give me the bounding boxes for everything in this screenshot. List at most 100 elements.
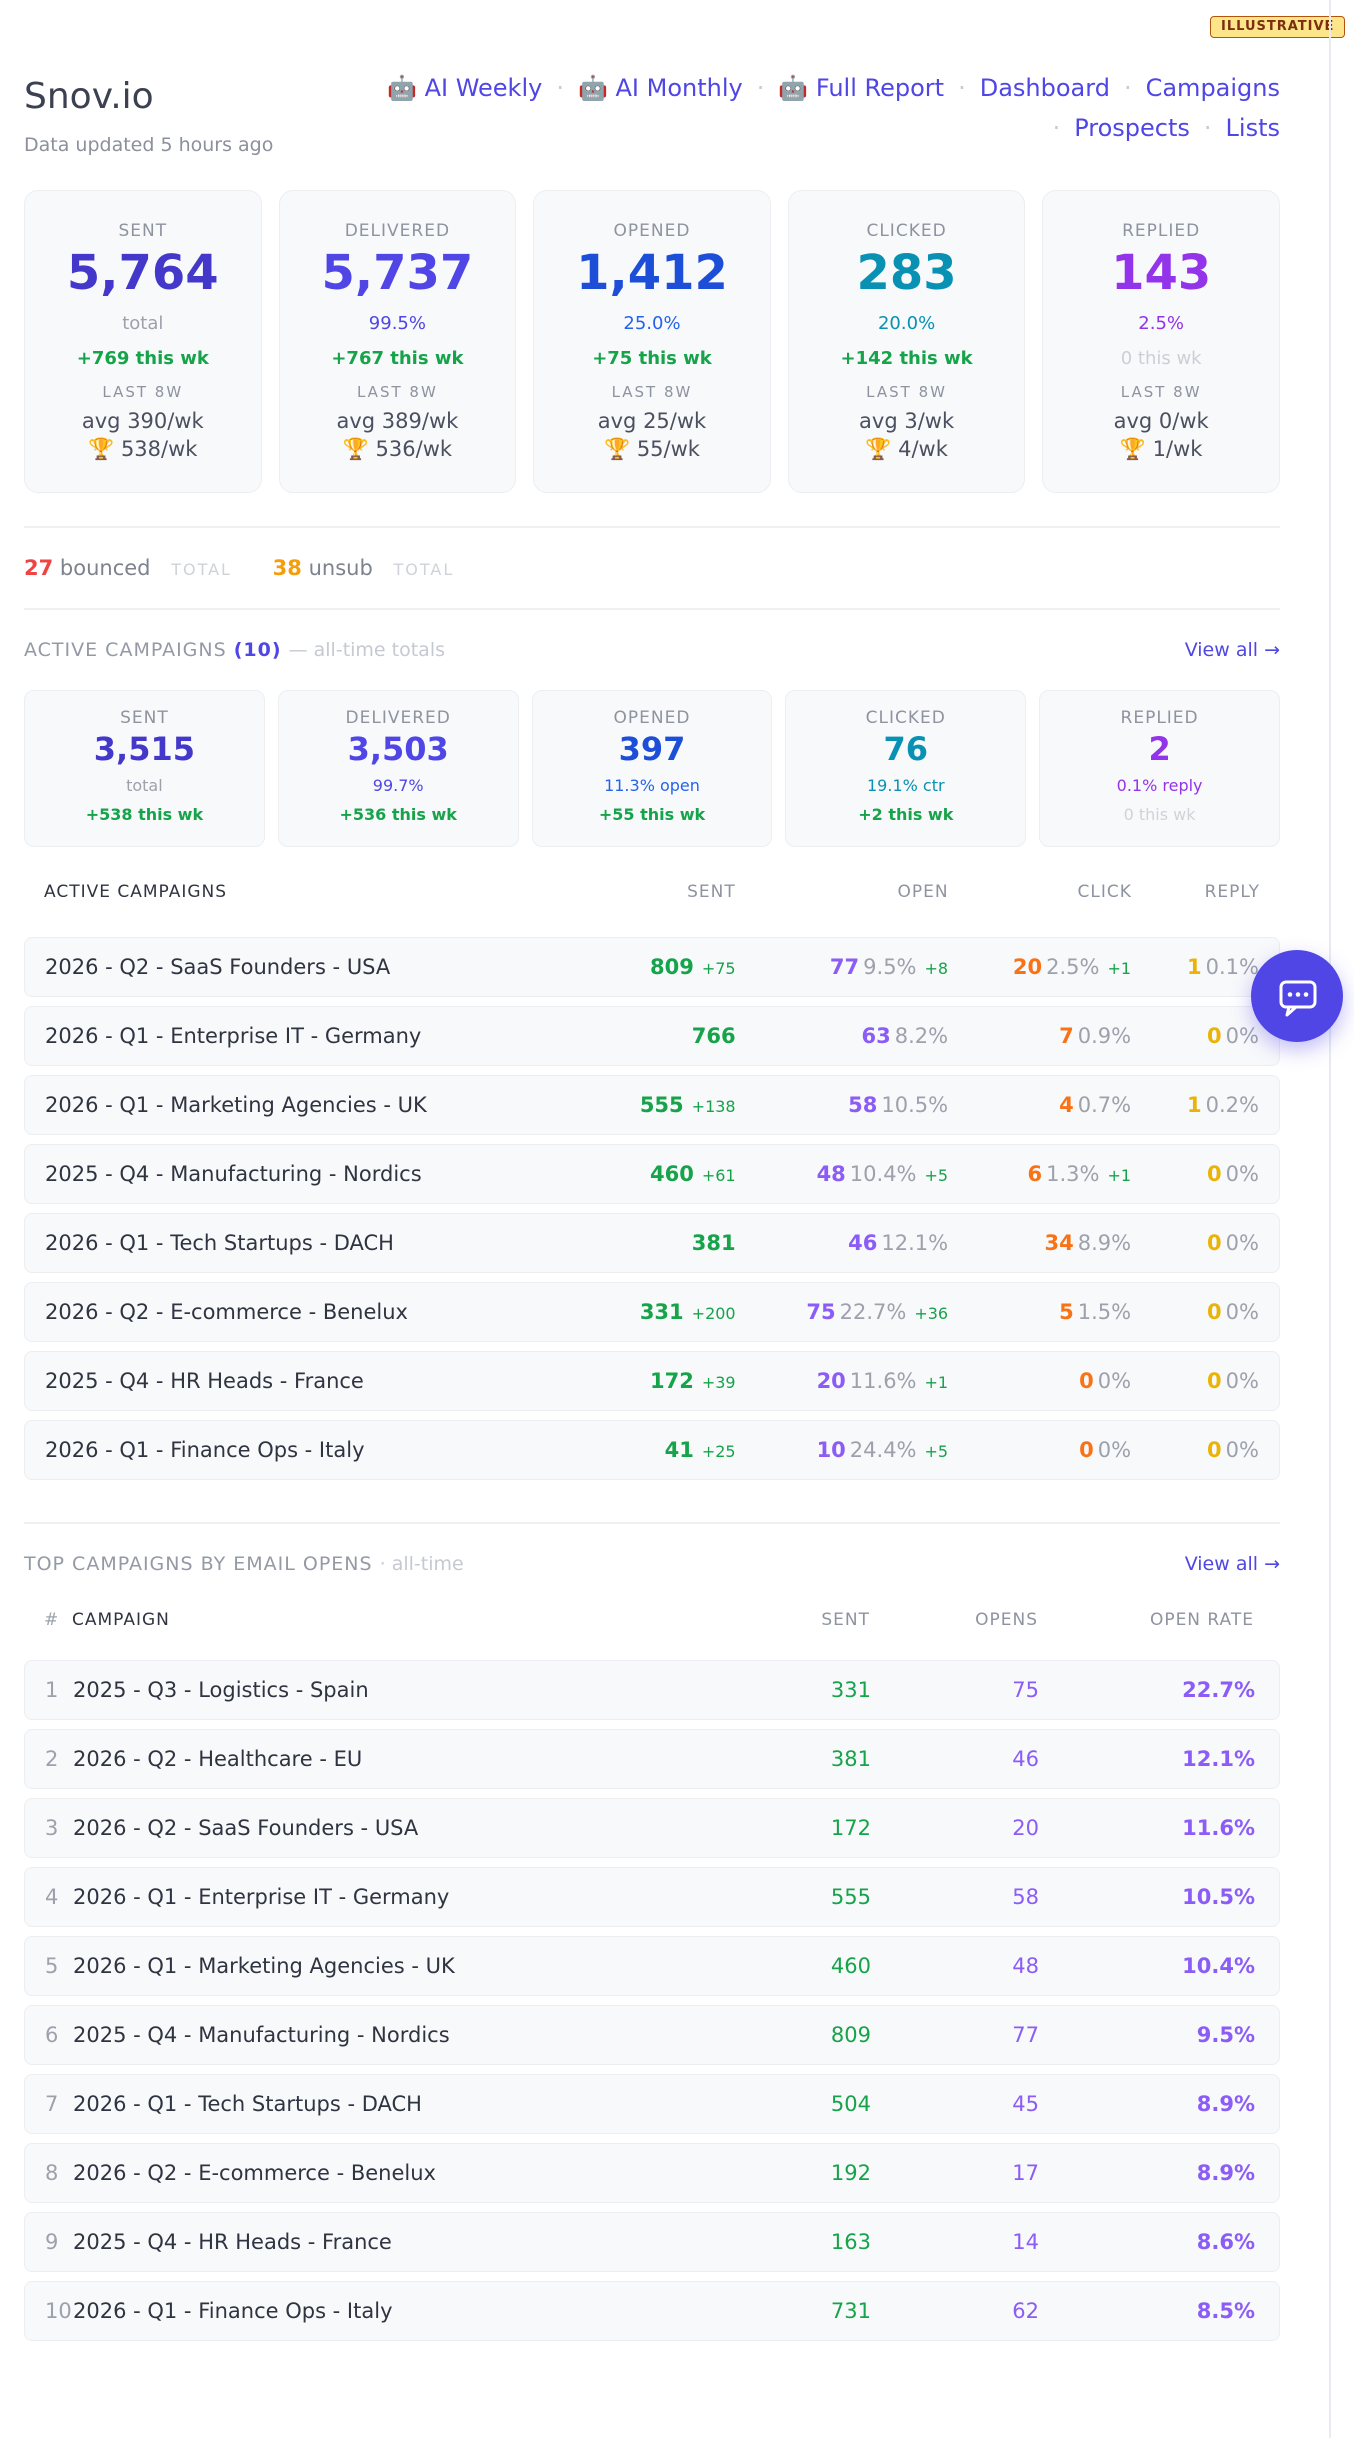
top-campaign-row[interactable]: 2 2026 - Q2 - Healthcare - EU 381 46 12.1% (24, 1729, 1280, 1789)
sent-cell: 172 +39 (537, 1369, 736, 1393)
sent-delta: +138 (691, 1097, 736, 1116)
overall-stats: SENT 5,764 total +769 this wk LAST 8W av… (24, 190, 1280, 493)
active-campaign-row[interactable]: 2026 - Q1 - Finance Ops - Italy 41 +25 10 24… (24, 1420, 1280, 1480)
sent-count: 172 (650, 1369, 694, 1393)
campaign-name: 2026 - Q1 - Enterprise IT - Germany (73, 1885, 450, 1909)
open-delta: +5 (924, 1442, 949, 1461)
rank-number: 3 (45, 1816, 59, 1840)
opens-count: 48 (1012, 1954, 1039, 1978)
top-campaign-row[interactable]: 7 2026 - Q1 - Tech Startups - DACH 504 45 8.… (24, 2074, 1280, 2134)
col-header-reply[interactable]: REPLY (1204, 882, 1260, 902)
click-count: 6 (1027, 1162, 1043, 1186)
reply-cell: 1 0.1% (1131, 955, 1259, 979)
nav-ai-monthly[interactable]: 🤖 AI Monthly (577, 74, 743, 102)
reply-rate: 0% (1225, 1300, 1259, 1324)
mini-card-replied: REPLIED 2 0.1% reply 0 this wk (1039, 690, 1280, 847)
click-count: 0 (1079, 1369, 1094, 1393)
open-rate: 8.2% (894, 1024, 949, 1048)
data-updated-text: Data updated 5 hours ago (24, 134, 274, 156)
campaign-name: 2026 - Q1 - Finance Ops - Italy (73, 2299, 393, 2323)
top-campaign-row[interactable]: 8 2026 - Q2 - E-commerce - Benelux 192 17 8.… (24, 2143, 1280, 2203)
click-delta: +1 (1107, 1166, 1132, 1185)
click-rate: 0.9% (1077, 1024, 1132, 1048)
reply-cell: 0 0% (1131, 1024, 1259, 1048)
bounced-count: 27 (24, 556, 54, 580)
col-header-click[interactable]: CLICK (1077, 882, 1132, 902)
col-header-sent[interactable]: SENT (687, 882, 736, 902)
mini-week: 0 this wk (1123, 805, 1196, 824)
stat-week: 0 this wk (1120, 348, 1202, 369)
nav-campaigns[interactable]: Campaigns (1145, 74, 1280, 102)
click-rate: 8.9% (1077, 1231, 1132, 1255)
nav-ai-weekly[interactable]: 🤖 AI Weekly (387, 74, 543, 102)
chat-button[interactable] (1251, 950, 1343, 1042)
nav-full-report[interactable]: 🤖 Full Report (778, 74, 945, 102)
open-delta: +8 (924, 959, 949, 978)
nav-dashboard[interactable]: Dashboard (979, 74, 1110, 102)
divider (24, 526, 1280, 528)
campaign-name: 2026 - Q1 - Marketing Agencies - UK (45, 1093, 427, 1117)
active-campaign-row[interactable]: 2026 - Q1 - Tech Startups - DACH 381 46 12.… (24, 1213, 1280, 1273)
col-header-campaign[interactable]: ACTIVE CAMPAIGNS (44, 882, 228, 902)
open-count: 63 (861, 1024, 891, 1048)
col-header-campaign[interactable]: CAMPAIGN (72, 1610, 170, 1630)
mini-card-clicked: CLICKED 76 19.1% ctr +2 this wk (785, 690, 1027, 847)
sent-count: 163 (830, 2230, 871, 2254)
nav-prospects[interactable]: Prospects (1074, 114, 1190, 142)
divider (24, 1522, 1280, 1524)
open-rate: 8.9% (1196, 2161, 1255, 2185)
reply-count: 0 (1207, 1369, 1222, 1393)
mini-sub: 0.1% reply (1116, 776, 1203, 795)
active-table-header: ACTIVE CAMPAIGNS SENT OPEN CLICK REPLY (24, 847, 1280, 937)
opens-count: 75 (1012, 1678, 1039, 1702)
sent-count: 555 (830, 1885, 871, 1909)
sent-count: 809 (650, 955, 694, 979)
open-delta: +36 (914, 1304, 949, 1323)
stat-last8w-label: LAST 8W (611, 383, 693, 401)
top-campaign-row[interactable]: 1 2025 - Q3 - Logistics - Spain 331 75 22.7% (24, 1660, 1280, 1720)
active-campaign-row[interactable]: 2025 - Q4 - Manufacturing - Nordics 460 +6… (24, 1144, 1280, 1204)
active-campaign-row[interactable]: 2026 - Q2 - E-commerce - Benelux 331 +200 7… (24, 1282, 1280, 1342)
stat-sub: 2.5% (1138, 313, 1185, 334)
reply-count: 1 (1187, 955, 1202, 979)
top-campaign-row[interactable]: 5 2026 - Q1 - Marketing Agencies - UK 460 4… (24, 1936, 1280, 1996)
col-header-opens[interactable]: OPENS (975, 1610, 1038, 1630)
col-header-open[interactable]: OPEN (897, 882, 949, 902)
top-campaign-row[interactable]: 4 2026 - Q1 - Enterprise IT - Germany 555 5… (24, 1867, 1280, 1927)
active-view-all-link[interactable]: View all → (1184, 639, 1280, 661)
active-campaign-row[interactable]: 2026 - Q1 - Marketing Agencies - UK 555 +1… (24, 1075, 1280, 1135)
top-campaign-row[interactable]: 6 2025 - Q4 - Manufacturing - Nordics 809 7… (24, 2005, 1280, 2065)
scrollbar-track[interactable] (1329, 0, 1331, 2438)
sent-count: 504 (830, 2092, 871, 2116)
col-header-sent[interactable]: SENT (821, 1610, 870, 1630)
campaign-name: 2025 - Q4 - HR Heads - France (73, 2230, 392, 2254)
click-rate: 0% (1097, 1438, 1132, 1462)
active-campaign-row[interactable]: 2026 - Q2 - SaaS Founders - USA 809 +75 77 9… (24, 937, 1280, 997)
active-campaign-row[interactable]: 2026 - Q1 - Enterprise IT - Germany 766 63… (24, 1006, 1280, 1066)
opens-count: 58 (1012, 1885, 1039, 1909)
stat-last8w-label: LAST 8W (1120, 383, 1202, 401)
open-rate: 9.5% (863, 955, 917, 979)
top-campaign-row[interactable]: 10 2026 - Q1 - Finance Ops - Italy 731 62 8.… (24, 2281, 1280, 2341)
stat-sub: 20.0% (877, 313, 936, 334)
nav-lists[interactable]: Lists (1225, 114, 1280, 142)
stat-avg: avg 390/wk (81, 409, 204, 433)
col-header-open-rate[interactable]: OPEN RATE (1149, 1610, 1254, 1630)
active-campaign-row[interactable]: 2025 - Q4 - HR Heads - France 172 +39 20 11.… (24, 1351, 1280, 1411)
top-campaigns-table: # CAMPAIGN SENT OPENS OPEN RATE 1 2025 - … (24, 1604, 1280, 2341)
rank-number: 4 (45, 1885, 59, 1909)
reply-count: 0 (1207, 1162, 1222, 1186)
stat-best-trophy: 🏆 538/wk (88, 437, 198, 461)
click-rate: 1.5% (1077, 1300, 1132, 1324)
stat-last8w-label: LAST 8W (866, 383, 947, 401)
top-view-all-link[interactable]: View all → (1184, 1553, 1280, 1575)
mini-value: 3,503 (347, 730, 449, 768)
open-rate: 8.5% (1196, 2299, 1255, 2323)
open-cell: 75 22.7% +36 (736, 1300, 949, 1324)
top-campaign-row[interactable]: 9 2025 - Q4 - HR Heads - France 163 14 8.6% (24, 2212, 1280, 2272)
mini-label: SENT (120, 708, 169, 728)
rank-number: 10 (45, 2299, 72, 2323)
top-campaign-row[interactable]: 3 2026 - Q2 - SaaS Founders - USA 172 20 11.… (24, 1798, 1280, 1858)
stat-card-clicked: CLICKED 283 20.0% +142 this wk LAST 8W a… (787, 190, 1026, 493)
mini-label: CLICKED (865, 708, 946, 728)
